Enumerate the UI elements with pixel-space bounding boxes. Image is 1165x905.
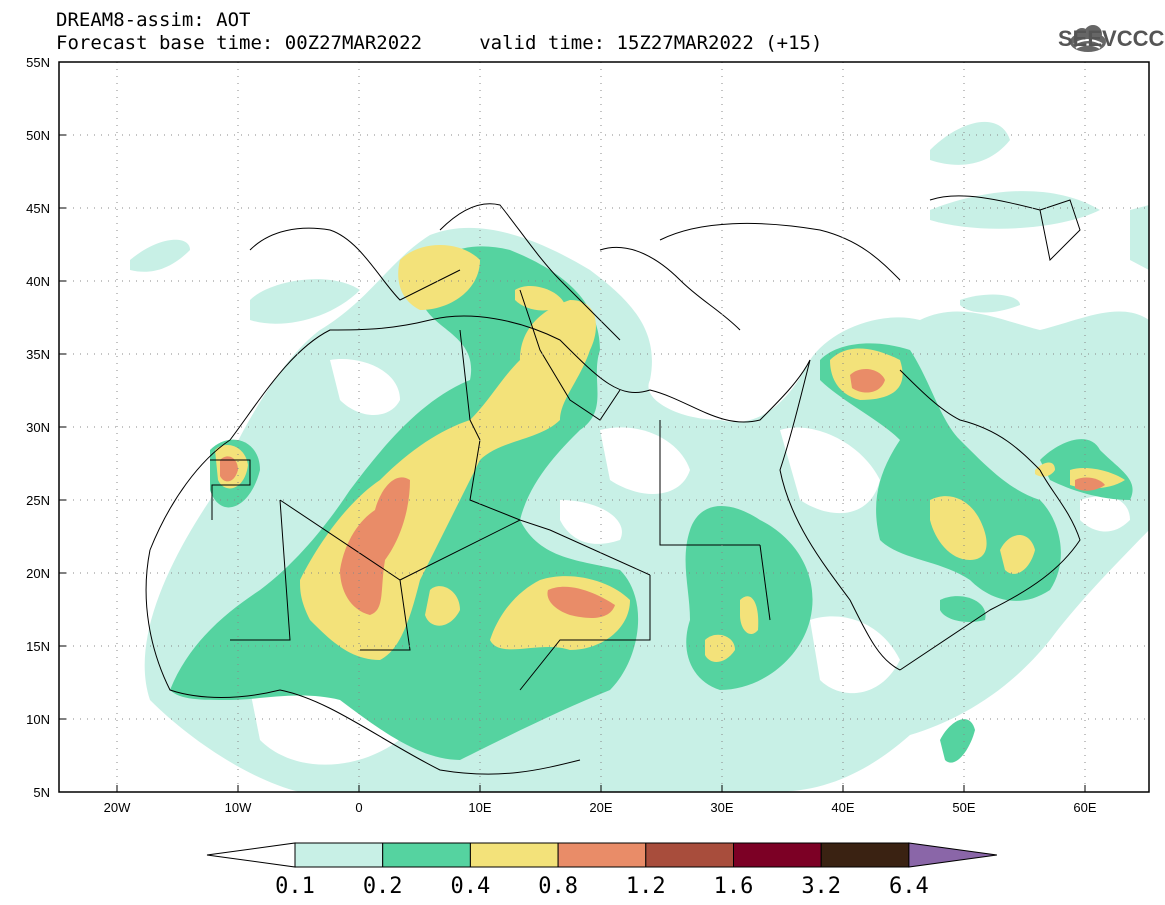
lat-label: 5N: [33, 785, 50, 800]
lat-labels: 55N 50N 45N 40N 35N 30N 25N 20N 15N 10N …: [26, 55, 50, 800]
lat-label: 30N: [26, 420, 50, 435]
lon-label: 10E: [468, 800, 491, 815]
lat-label: 45N: [26, 201, 50, 216]
lon-label: 20E: [589, 800, 612, 815]
logo-text: SEEVCCC: [1058, 26, 1165, 51]
lat-label: 10N: [26, 712, 50, 727]
lat-label: 35N: [26, 347, 50, 362]
lon-label: 20W: [104, 800, 131, 815]
coastlines: [145, 195, 1081, 775]
lat-label: 15N: [26, 639, 50, 654]
lat-label: 50N: [26, 128, 50, 143]
lon-label: 50E: [952, 800, 975, 815]
lon-label: 0: [355, 800, 362, 815]
title-line-1: DREAM8-assim: AOT: [56, 9, 251, 31]
lon-label: 10W: [225, 800, 252, 815]
lon-labels: 20W 10W 0 10E 20E 30E 40E 50E 60E: [104, 800, 1097, 815]
lon-label: 40E: [831, 800, 854, 815]
lat-label: 20N: [26, 566, 50, 581]
aot-contour-0.8: [220, 368, 1105, 618]
tick-marks: [59, 61, 1086, 792]
graticule: [59, 62, 1149, 792]
cloud-icon: [1070, 25, 1106, 52]
lon-label: 60E: [1073, 800, 1096, 815]
lat-label: 55N: [26, 55, 50, 70]
lat-label: 40N: [26, 274, 50, 289]
title-line-2: Forecast base time: 00Z27MAR2022 valid t…: [56, 32, 823, 54]
lon-label: 30E: [710, 800, 733, 815]
lat-label: 25N: [26, 493, 50, 508]
clear-areas: [250, 359, 1130, 765]
